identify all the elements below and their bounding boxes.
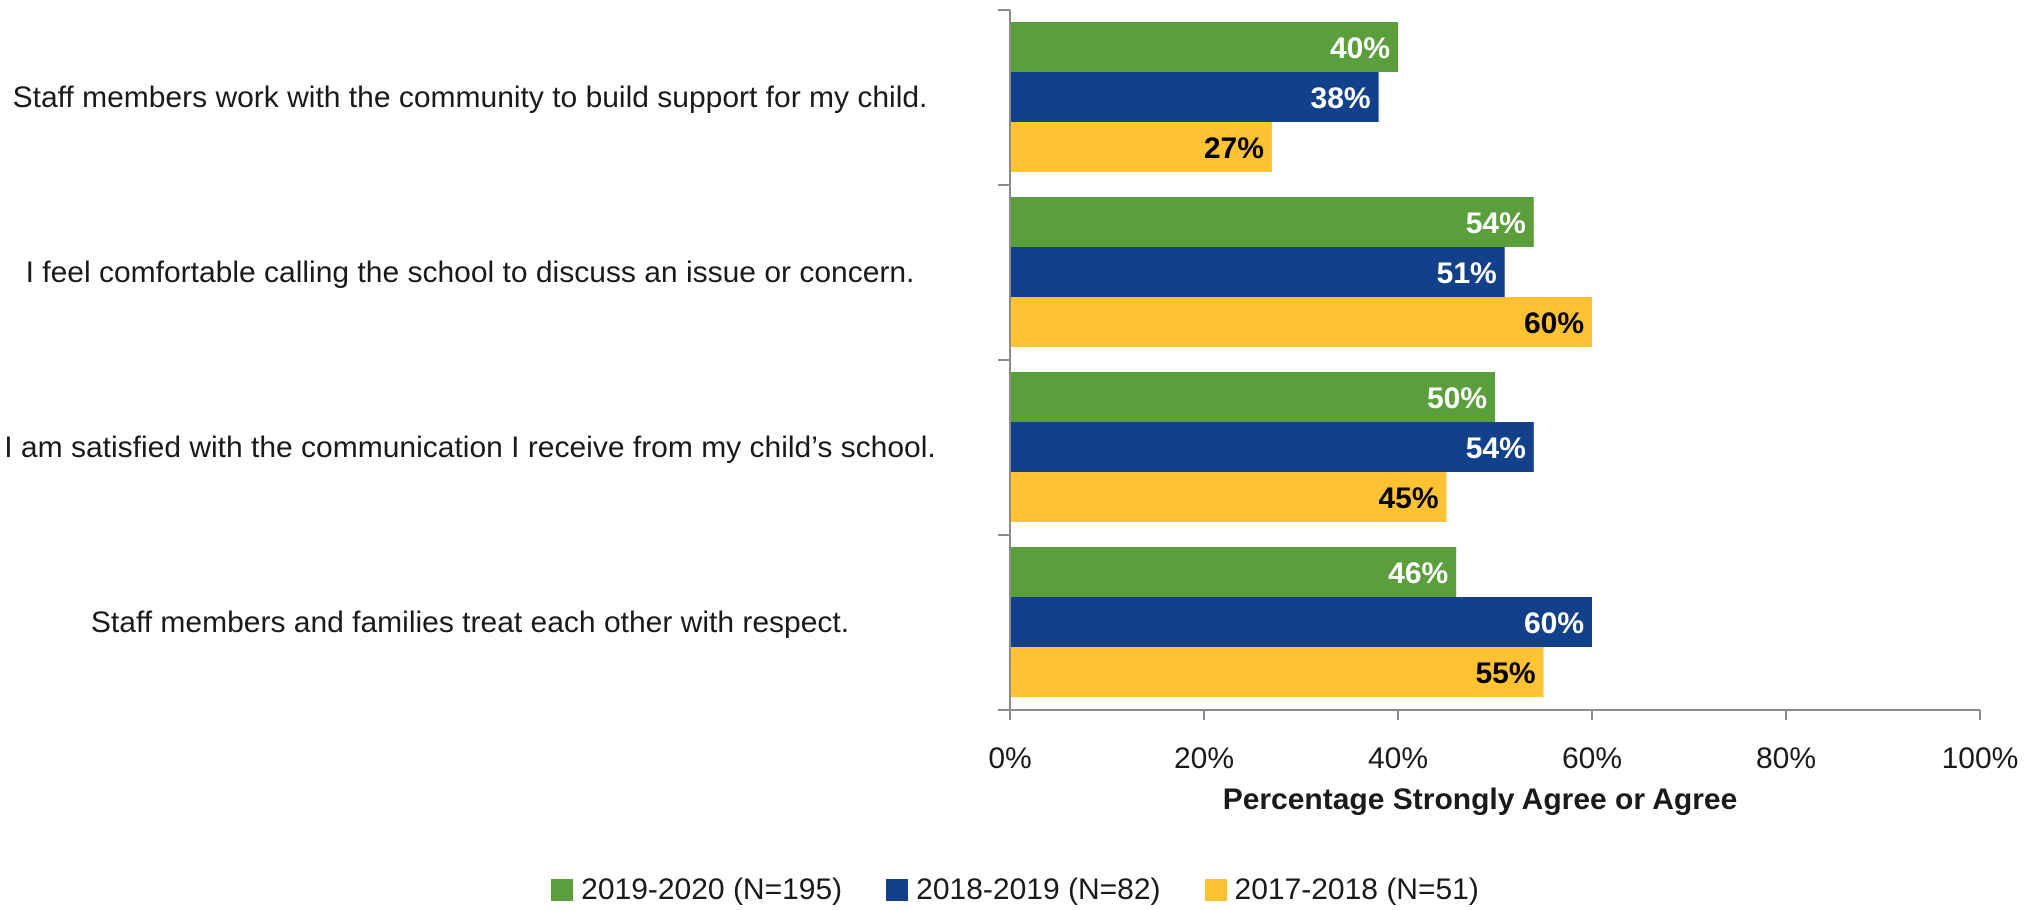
bar xyxy=(1010,197,1534,247)
x-tick-label: 100% xyxy=(1942,742,2019,775)
data-label: 46% xyxy=(1388,557,1448,590)
legend-swatch xyxy=(1204,879,1227,901)
legend-label: 2018-2019 (N=82) xyxy=(916,873,1161,906)
axes-group: 0% 20% 40% 60% 80% 100% xyxy=(988,9,2019,775)
bar xyxy=(1010,647,1544,697)
bar xyxy=(1010,22,1398,72)
data-label: 27% xyxy=(1204,132,1264,165)
bar xyxy=(1010,472,1447,522)
x-tick-label: 60% xyxy=(1562,742,1622,775)
bar xyxy=(1010,122,1272,172)
bar xyxy=(1010,247,1505,297)
legend-label: 2017-2018 (N=51) xyxy=(1234,873,1479,906)
x-tick-label: 0% xyxy=(988,742,1031,775)
bars-group: 40% 38% 27% 54% 51% 60% 50% 54% 45% 46% 60% 55% xyxy=(1010,22,1592,697)
data-label: 38% xyxy=(1311,82,1371,115)
category-label: Staff members and families treat each ot… xyxy=(90,605,850,639)
data-label: 54% xyxy=(1466,207,1526,240)
legend-item: 2019-2020 (N=195) xyxy=(551,872,842,908)
data-label: 60% xyxy=(1524,307,1584,340)
x-tick-label: 40% xyxy=(1368,742,1428,775)
legend-item: 2017-2018 (N=51) xyxy=(1204,872,1479,908)
data-label: 51% xyxy=(1437,257,1497,290)
x-axis-title: Percentage Strongly Agree or Agree xyxy=(1222,783,1738,816)
legend-swatch xyxy=(551,879,574,901)
legend: 2019-2020 (N=195) 2018-2019 (N=82) 2017-20… xyxy=(0,872,2030,910)
legend-label: 2019-2020 (N=195) xyxy=(581,873,843,906)
category-label: Staff members work with the community to… xyxy=(12,80,928,114)
legend-item: 2018-2019 (N=82) xyxy=(886,872,1161,908)
data-label: 45% xyxy=(1378,482,1438,515)
bar xyxy=(1010,547,1457,597)
data-label: 54% xyxy=(1466,432,1526,465)
bar xyxy=(1010,372,1495,422)
category-label: I am satisfied with the communication I … xyxy=(4,430,936,464)
bar xyxy=(1010,72,1379,122)
data-label: 40% xyxy=(1330,32,1390,65)
category-label: I feel comfortable calling the school to… xyxy=(25,255,915,289)
x-tick-label: 80% xyxy=(1756,742,1816,775)
data-label: 55% xyxy=(1475,657,1535,690)
data-label: 60% xyxy=(1524,607,1584,640)
bar xyxy=(1010,422,1534,472)
bar xyxy=(1010,597,1592,647)
legend-swatch xyxy=(886,879,909,901)
data-label: 50% xyxy=(1427,382,1487,415)
bar xyxy=(1010,297,1592,347)
x-tick-label: 20% xyxy=(1174,742,1234,775)
